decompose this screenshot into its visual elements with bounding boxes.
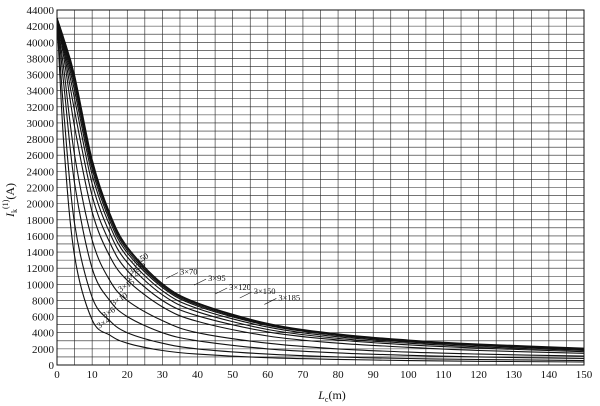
y-tick-label: 4000 [32,328,55,340]
y-axis-ticks: 0 2000 4000 6000 8000 10000 12000 14000 16000 180… [27,5,55,372]
y-tick-label: 42000 [27,21,55,33]
curves [56,17,585,363]
y-tick-label: 2000 [32,344,55,356]
curve-label: 3×185 [278,292,300,302]
y-tick-label: 34000 [27,86,55,98]
x-tick-label: 90 [368,369,380,381]
y-tick-label: 26000 [27,150,55,162]
y-tick-label: 6000 [32,312,55,324]
y-tick-label: 28000 [27,134,55,146]
curve-3x4 [56,18,585,363]
x-tick-label: 100 [400,369,417,381]
curve-3x50 [56,17,585,352]
y-tick-label: 18000 [27,215,55,227]
curve-3x10 [56,18,585,360]
x-tick-label: 20 [122,369,134,381]
y-tick-label: 20000 [27,199,55,211]
x-tick-label: 10 [87,369,99,381]
y-axis-label: Ik(1)(A) [1,183,19,218]
y-tick-label: 0 [49,360,55,372]
y-tick-label: 14000 [27,247,55,259]
y-tick-label: 8000 [32,295,55,307]
x-tick-label: 30 [157,369,169,381]
y-tick-label: 10000 [27,279,55,291]
x-axis-label: Lc(m) [317,388,346,404]
curve-label-leader [193,278,207,286]
x-tick-label: 110 [435,369,452,381]
y-tick-label: 36000 [27,70,55,82]
plot-frame [56,9,585,366]
y-tick-label: 32000 [27,102,55,114]
x-axis-ticks: 0 10 20 30 40 50 60 70 80 90 100 110 120 130 140 150 [54,369,593,381]
grid [56,9,585,366]
y-tick-label: 24000 [27,166,55,178]
curve-3x70 [56,17,585,351]
curve-label: 3×120 [229,282,251,292]
y-tick-label: 16000 [27,231,55,243]
curve-label: 3×150 [254,286,276,296]
curve-label: 3×95 [208,273,226,283]
y-tick-label: 38000 [27,53,55,65]
curve-label: 3×70 [180,267,198,277]
y-tick-label: 40000 [27,37,55,49]
x-tick-label: 70 [297,369,309,381]
curve-label-leader [239,291,252,299]
curve-3x185 [56,17,585,349]
x-tick-label: 40 [192,369,204,381]
y-tick-label: 22000 [27,183,55,195]
x-tick-label: 0 [54,369,60,381]
y-tick-label: 12000 [27,263,55,275]
curve-3x6 [56,18,585,362]
x-tick-label: 140 [541,369,558,381]
y-tick-label: 30000 [27,118,55,130]
curve-label-leader [165,272,179,279]
curve-label-leader [264,298,277,305]
curve-3x25 [56,18,585,354]
y-tick-label: 44000 [27,5,55,17]
curve-3x15 [56,18,585,357]
x-tick-label: 150 [576,369,593,381]
curve-label-leader [215,287,228,295]
x-tick-label: 50 [227,369,239,381]
x-tick-label: 80 [333,369,345,381]
x-tick-label: 120 [470,369,487,381]
curve-3x35 [56,17,585,353]
x-tick-label: 60 [262,369,274,381]
x-tick-label: 130 [505,369,522,381]
